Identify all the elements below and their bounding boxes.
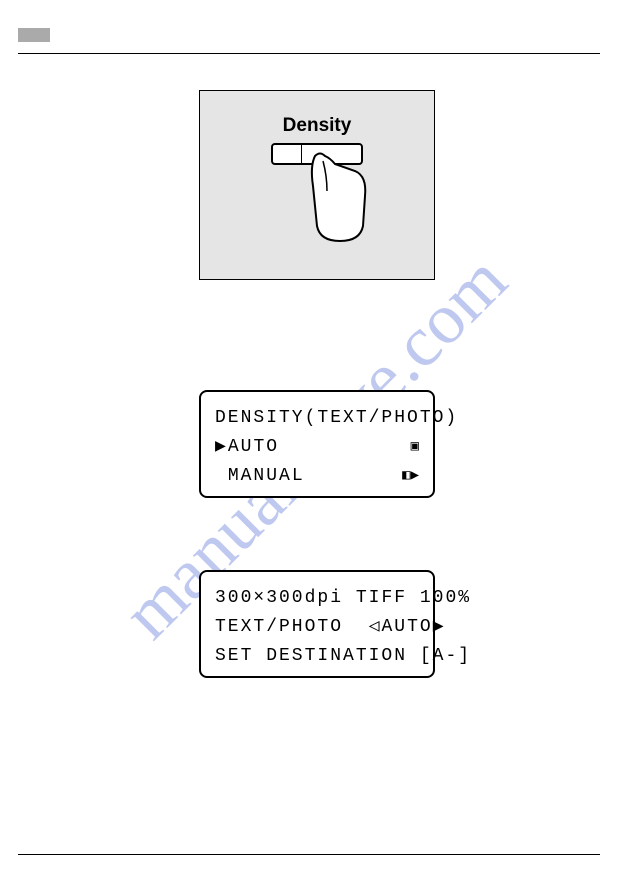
density-mode: AUTO xyxy=(381,613,432,642)
scroll-indicator-icon: ◧▶ xyxy=(402,465,419,487)
finger-press-icon xyxy=(295,146,385,246)
footer-divider xyxy=(18,854,600,855)
lcd1-auto-row: ▶AUTO ▣ xyxy=(215,433,419,462)
right-arrow-icon: ▶ xyxy=(433,613,446,642)
scroll-indicator-icon: ▣ xyxy=(411,436,419,458)
density-illustration-panel: Density xyxy=(199,90,435,280)
resolution-value: 300×300dpi xyxy=(215,584,343,613)
lcd2-line3: SET DESTINATION [A-] xyxy=(215,642,419,671)
selection-arrow-icon: ▶ xyxy=(215,433,228,462)
mode-value: TEXT/PHOTO xyxy=(215,613,343,642)
lcd1-title-row: DENSITY(TEXT/PHOTO) xyxy=(215,404,419,433)
header-gray-box xyxy=(18,28,50,42)
lcd2-line1: 300×300dpi TIFF 100% xyxy=(215,584,419,613)
lcd-density-menu: DENSITY(TEXT/PHOTO) ▶AUTO ▣ MANUAL ◧▶ xyxy=(199,390,435,498)
destination-label: SET DESTINATION xyxy=(215,642,407,671)
lcd1-auto: AUTO xyxy=(228,433,279,462)
lcd2-line2: TEXT/PHOTO ◁AUTO▶ xyxy=(215,613,419,642)
left-arrow-icon: ◁ xyxy=(369,613,382,642)
row-indent xyxy=(215,462,228,491)
density-label: Density xyxy=(200,115,434,137)
header-divider xyxy=(18,53,600,54)
lcd-status-display: 300×300dpi TIFF 100% TEXT/PHOTO ◁AUTO▶ S… xyxy=(199,570,435,678)
scale-value: 100% xyxy=(420,584,471,613)
lcd1-manual: MANUAL xyxy=(228,462,305,491)
destination-value: [A-] xyxy=(420,642,471,671)
lcd1-manual-row: MANUAL ◧▶ xyxy=(215,462,419,491)
format-value: TIFF xyxy=(356,584,407,613)
lcd1-title: DENSITY(TEXT/PHOTO) xyxy=(215,404,458,433)
